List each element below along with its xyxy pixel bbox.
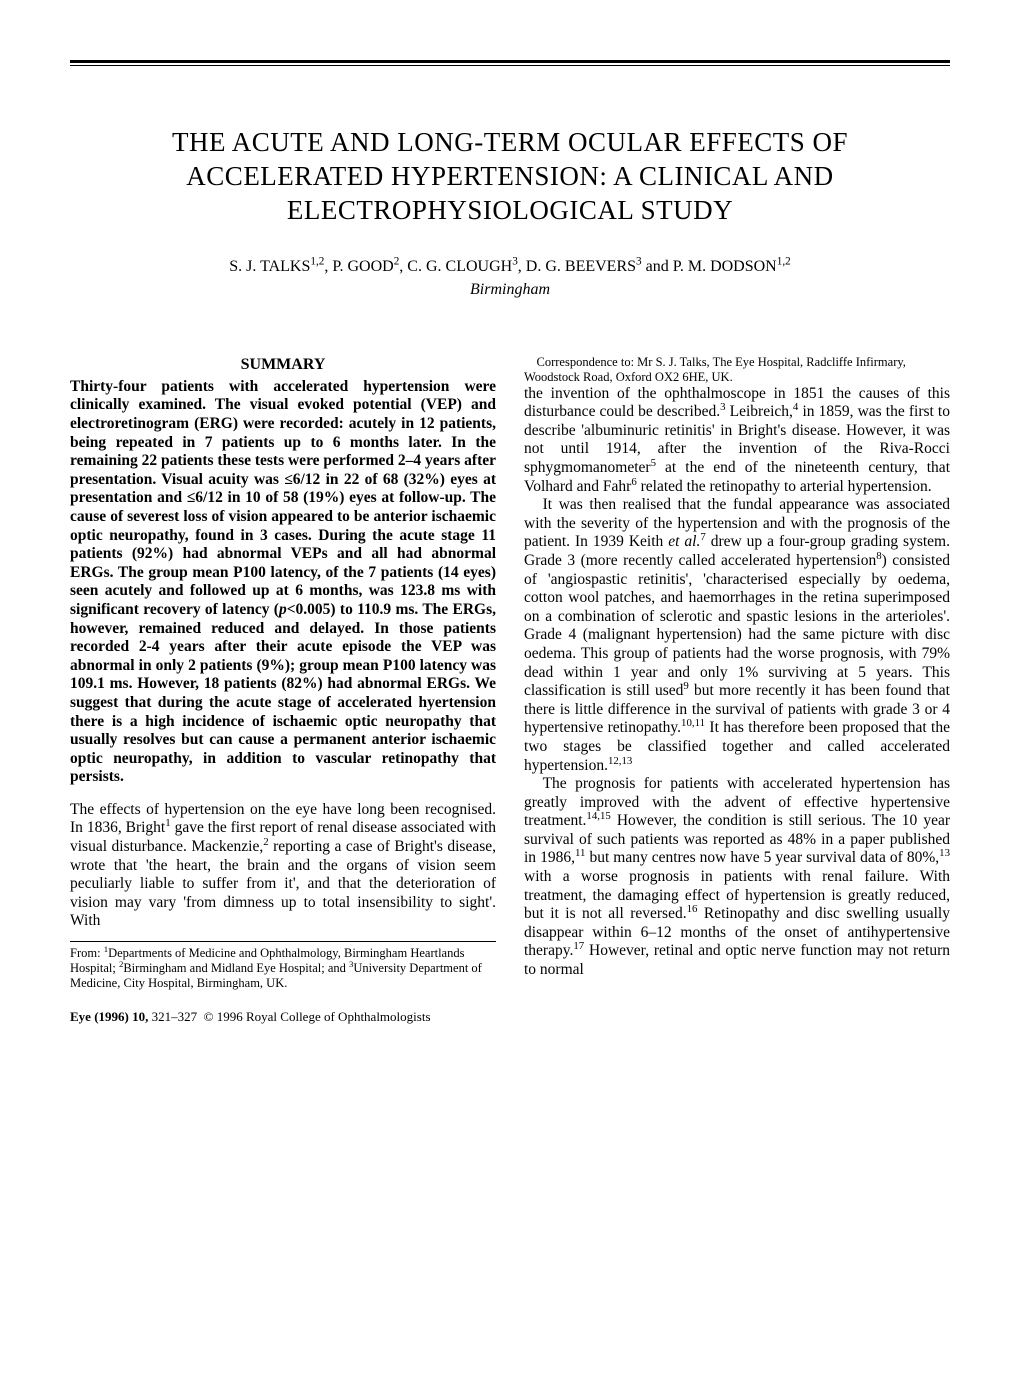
body-para-2: the invention of the ophthalmoscope in 1… [524, 385, 950, 497]
body-para-3: It was then realised that the fundal app… [524, 496, 950, 775]
affiliation-city: Birmingham [70, 280, 950, 299]
article-title: THE ACUTE AND LONG-TERM OCULAR EFFECTS O… [90, 126, 930, 227]
text-columns: SUMMARY Thirty-four patients with accele… [70, 355, 950, 991]
header-rule [70, 60, 950, 66]
footnote-affiliations: From: 1Departments of Medicine and Ophth… [70, 946, 496, 991]
body-para-4: The prognosis for patients with accelera… [524, 775, 950, 980]
summary-heading: SUMMARY [70, 355, 496, 374]
abstract-text: Thirty-four patients with accelerated hy… [70, 378, 496, 787]
authors-line: S. J. TALKS1,2, P. GOOD2, C. G. CLOUGH3,… [70, 257, 950, 276]
footnote-correspondence: Correspondence to: Mr S. J. Talks, The E… [524, 355, 950, 385]
journal-footer: Eye (1996) 10, 321–327 © 1996 Royal Coll… [70, 1009, 950, 1025]
body-para-1: The effects of hypertension on the eye h… [70, 801, 496, 931]
